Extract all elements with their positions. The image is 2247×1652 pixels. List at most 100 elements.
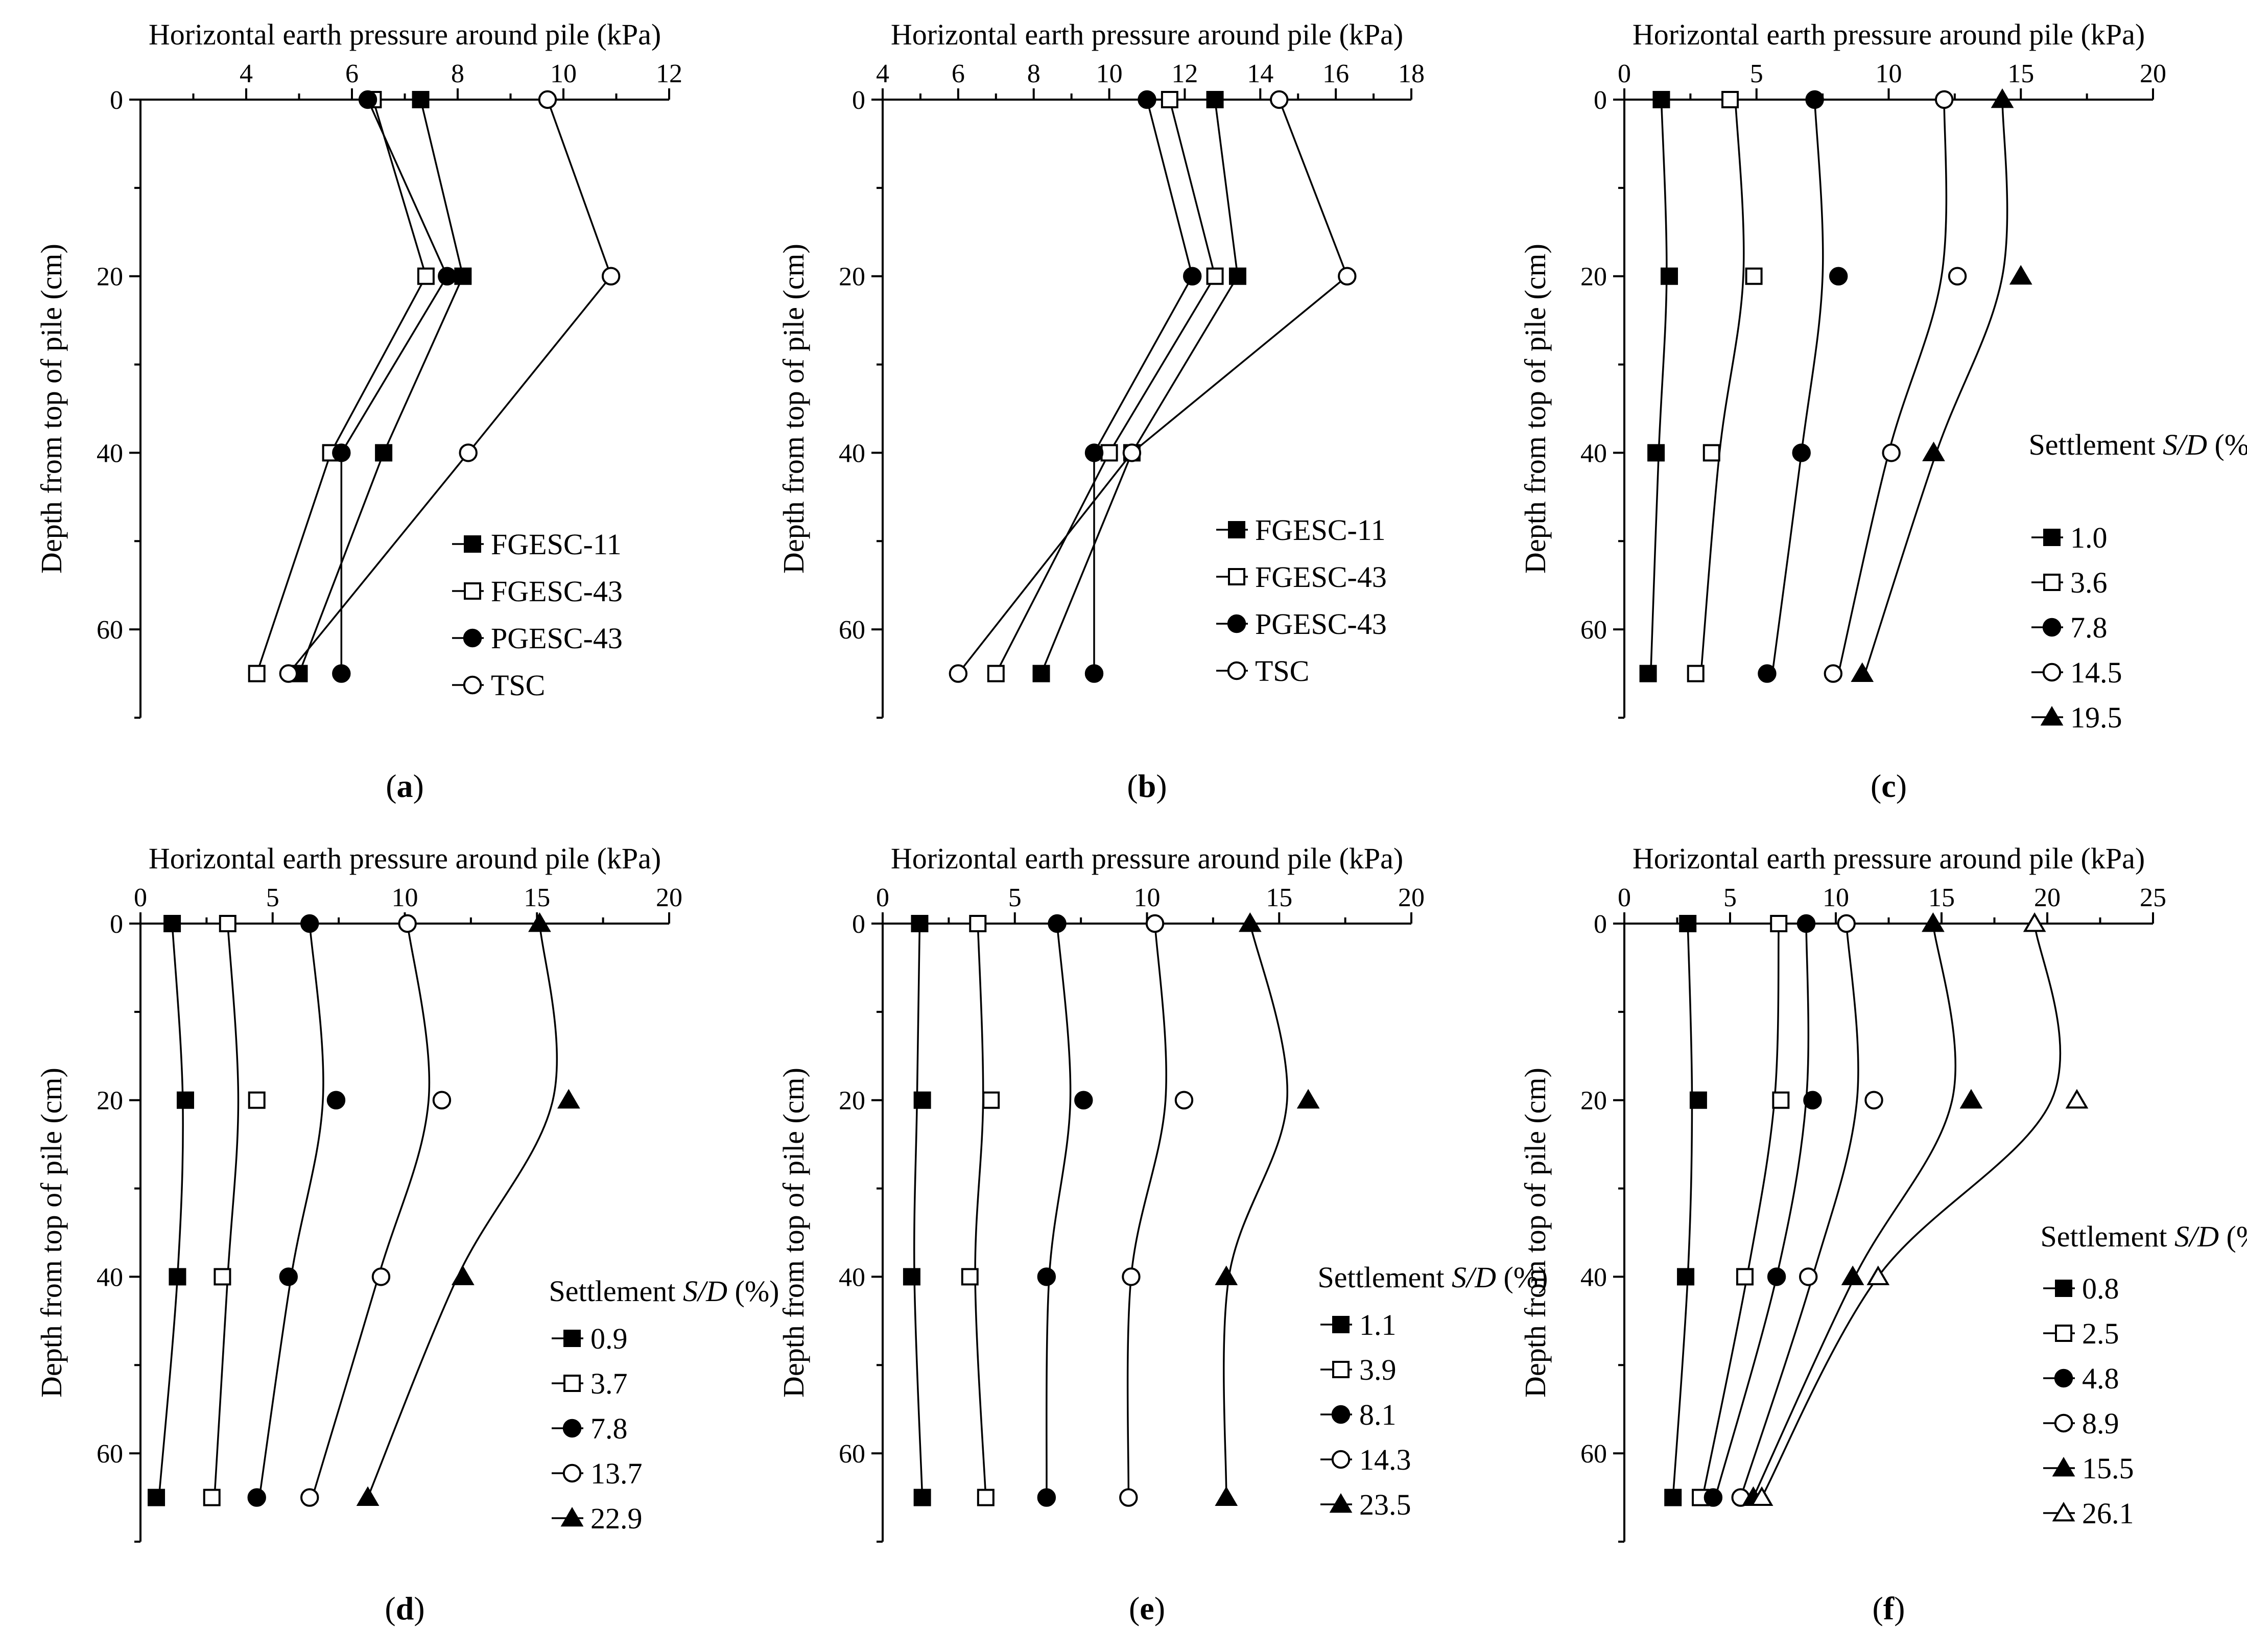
series-line [1093, 99, 1194, 674]
data-point [2023, 912, 2046, 932]
legend-marker [2052, 1457, 2075, 1477]
x-tick-label: 10 [392, 883, 418, 912]
legend-label: 0.9 [590, 1322, 628, 1355]
data-point [1206, 91, 1224, 108]
x-tick-label: 10 [1096, 59, 1123, 88]
series-8.9: 8.9 [1731, 914, 2119, 1507]
series-FGESC-43: FGESC-43 [987, 91, 1387, 682]
x-tick-label: 5 [266, 883, 279, 912]
legend-marker [2040, 706, 2064, 726]
x-axis-title: Horizontal earth pressure around pile (k… [149, 18, 661, 51]
data-point [1758, 664, 1777, 683]
y-tick-label: 0 [1594, 910, 1607, 939]
fit-curve [1672, 923, 1693, 1498]
data-point [432, 1091, 452, 1110]
x-tick-label: 5 [1008, 883, 1022, 912]
panel-f: Horizontal earth pressure around pile (k… [1519, 842, 2247, 1626]
x-tick-label: 8 [1027, 59, 1040, 88]
data-point [969, 915, 987, 932]
x-tick-label: 15 [1266, 883, 1292, 912]
fit-curve [214, 923, 240, 1498]
data-point [1032, 665, 1050, 682]
data-point [1851, 662, 1874, 682]
panel-label: (b) [1127, 768, 1167, 804]
data-point [1296, 1089, 1320, 1109]
y-tick-label: 60 [97, 1439, 123, 1469]
y-tick-label: 40 [97, 1263, 123, 1292]
data-point [248, 1091, 266, 1109]
data-point [1238, 912, 1262, 932]
series-26.1: 26.1 [1750, 912, 2134, 1530]
series-14.3: 14.3 [1119, 914, 1411, 1507]
panel-c: Horizontal earth pressure around pile (k… [1519, 18, 2247, 804]
legend-label: FGESC-43 [491, 575, 623, 608]
legend-label: 3.6 [2070, 566, 2108, 599]
legend-title: Settlement S/D (%) [2040, 1220, 2247, 1253]
data-point [1772, 1091, 1790, 1109]
data-point [1721, 91, 1739, 108]
data-point [977, 1489, 995, 1506]
fit-curve [158, 923, 184, 1498]
data-point [1922, 912, 1945, 932]
data-point [1660, 267, 1678, 285]
y-tick-label: 0 [852, 86, 865, 115]
legend-title: Settlement S/D (%) [2028, 428, 2247, 461]
data-point [1174, 1091, 1194, 1110]
x-tick-label: 12 [1171, 59, 1198, 88]
fit-curve [367, 923, 558, 1498]
data-point [1639, 665, 1657, 682]
data-point [417, 267, 435, 285]
panel-label: (e) [1129, 1590, 1165, 1626]
legend-marker [1332, 1316, 1350, 1333]
data-point [1750, 1486, 1773, 1506]
data-point [454, 267, 472, 285]
series-14.5: 14.5 [1824, 90, 2122, 689]
x-tick-label: 20 [2140, 59, 2166, 88]
fit-curve [1700, 99, 1745, 674]
legend-marker [2054, 1413, 2073, 1433]
y-axis-title: Depth from top of pile (cm) [1519, 244, 1552, 574]
data-point [913, 1091, 931, 1109]
legend-label: 1.1 [1359, 1308, 1397, 1341]
series-2.5: 2.5 [1692, 915, 2119, 1506]
y-tick-label: 40 [839, 439, 865, 468]
legend-label: FGESC-11 [1255, 513, 1386, 547]
series-line [340, 99, 448, 674]
legend-marker [464, 582, 481, 600]
data-point [1837, 914, 1856, 933]
legend-label: 2.5 [2082, 1317, 2119, 1350]
x-tick-label: 15 [2007, 59, 2034, 88]
fit-curve [913, 923, 924, 1498]
legend-marker [1227, 661, 1246, 680]
fit-curve [1046, 923, 1072, 1498]
y-axis-title: Depth from top of pile (cm) [35, 244, 68, 574]
data-point [1679, 915, 1697, 932]
legend-label: PGESC-43 [1255, 607, 1387, 641]
panel-label: (c) [1871, 768, 1907, 804]
panel-b: Horizontal earth pressure around pile (k… [777, 18, 1425, 804]
series-PGESC-43: PGESC-43 [332, 90, 623, 683]
data-point [601, 267, 621, 286]
data-point [1338, 267, 1357, 286]
series-8.1: 8.1 [1037, 914, 1397, 1507]
legend-label: TSC [491, 669, 545, 702]
series-0.9: 0.9 [148, 915, 628, 1506]
data-point [279, 1267, 298, 1286]
legend-marker [563, 1330, 581, 1347]
x-tick-label: 0 [134, 883, 147, 912]
legend-label: 0.8 [2082, 1272, 2119, 1305]
x-tick-label: 10 [1134, 883, 1161, 912]
data-point [528, 912, 551, 932]
x-tick-label: 20 [656, 883, 682, 912]
data-point [538, 90, 557, 109]
legend-marker [562, 1464, 582, 1483]
legend-marker [2055, 1280, 2072, 1297]
x-tick-label: 15 [524, 883, 550, 912]
legend-label: PGESC-43 [491, 622, 623, 655]
series-4.8: 4.8 [1704, 914, 2119, 1507]
legend-label: 19.5 [2070, 701, 2122, 734]
data-point [1736, 1268, 1754, 1286]
data-point [903, 1268, 920, 1286]
legend-label: 23.5 [1359, 1488, 1411, 1521]
data-point [1183, 267, 1202, 286]
